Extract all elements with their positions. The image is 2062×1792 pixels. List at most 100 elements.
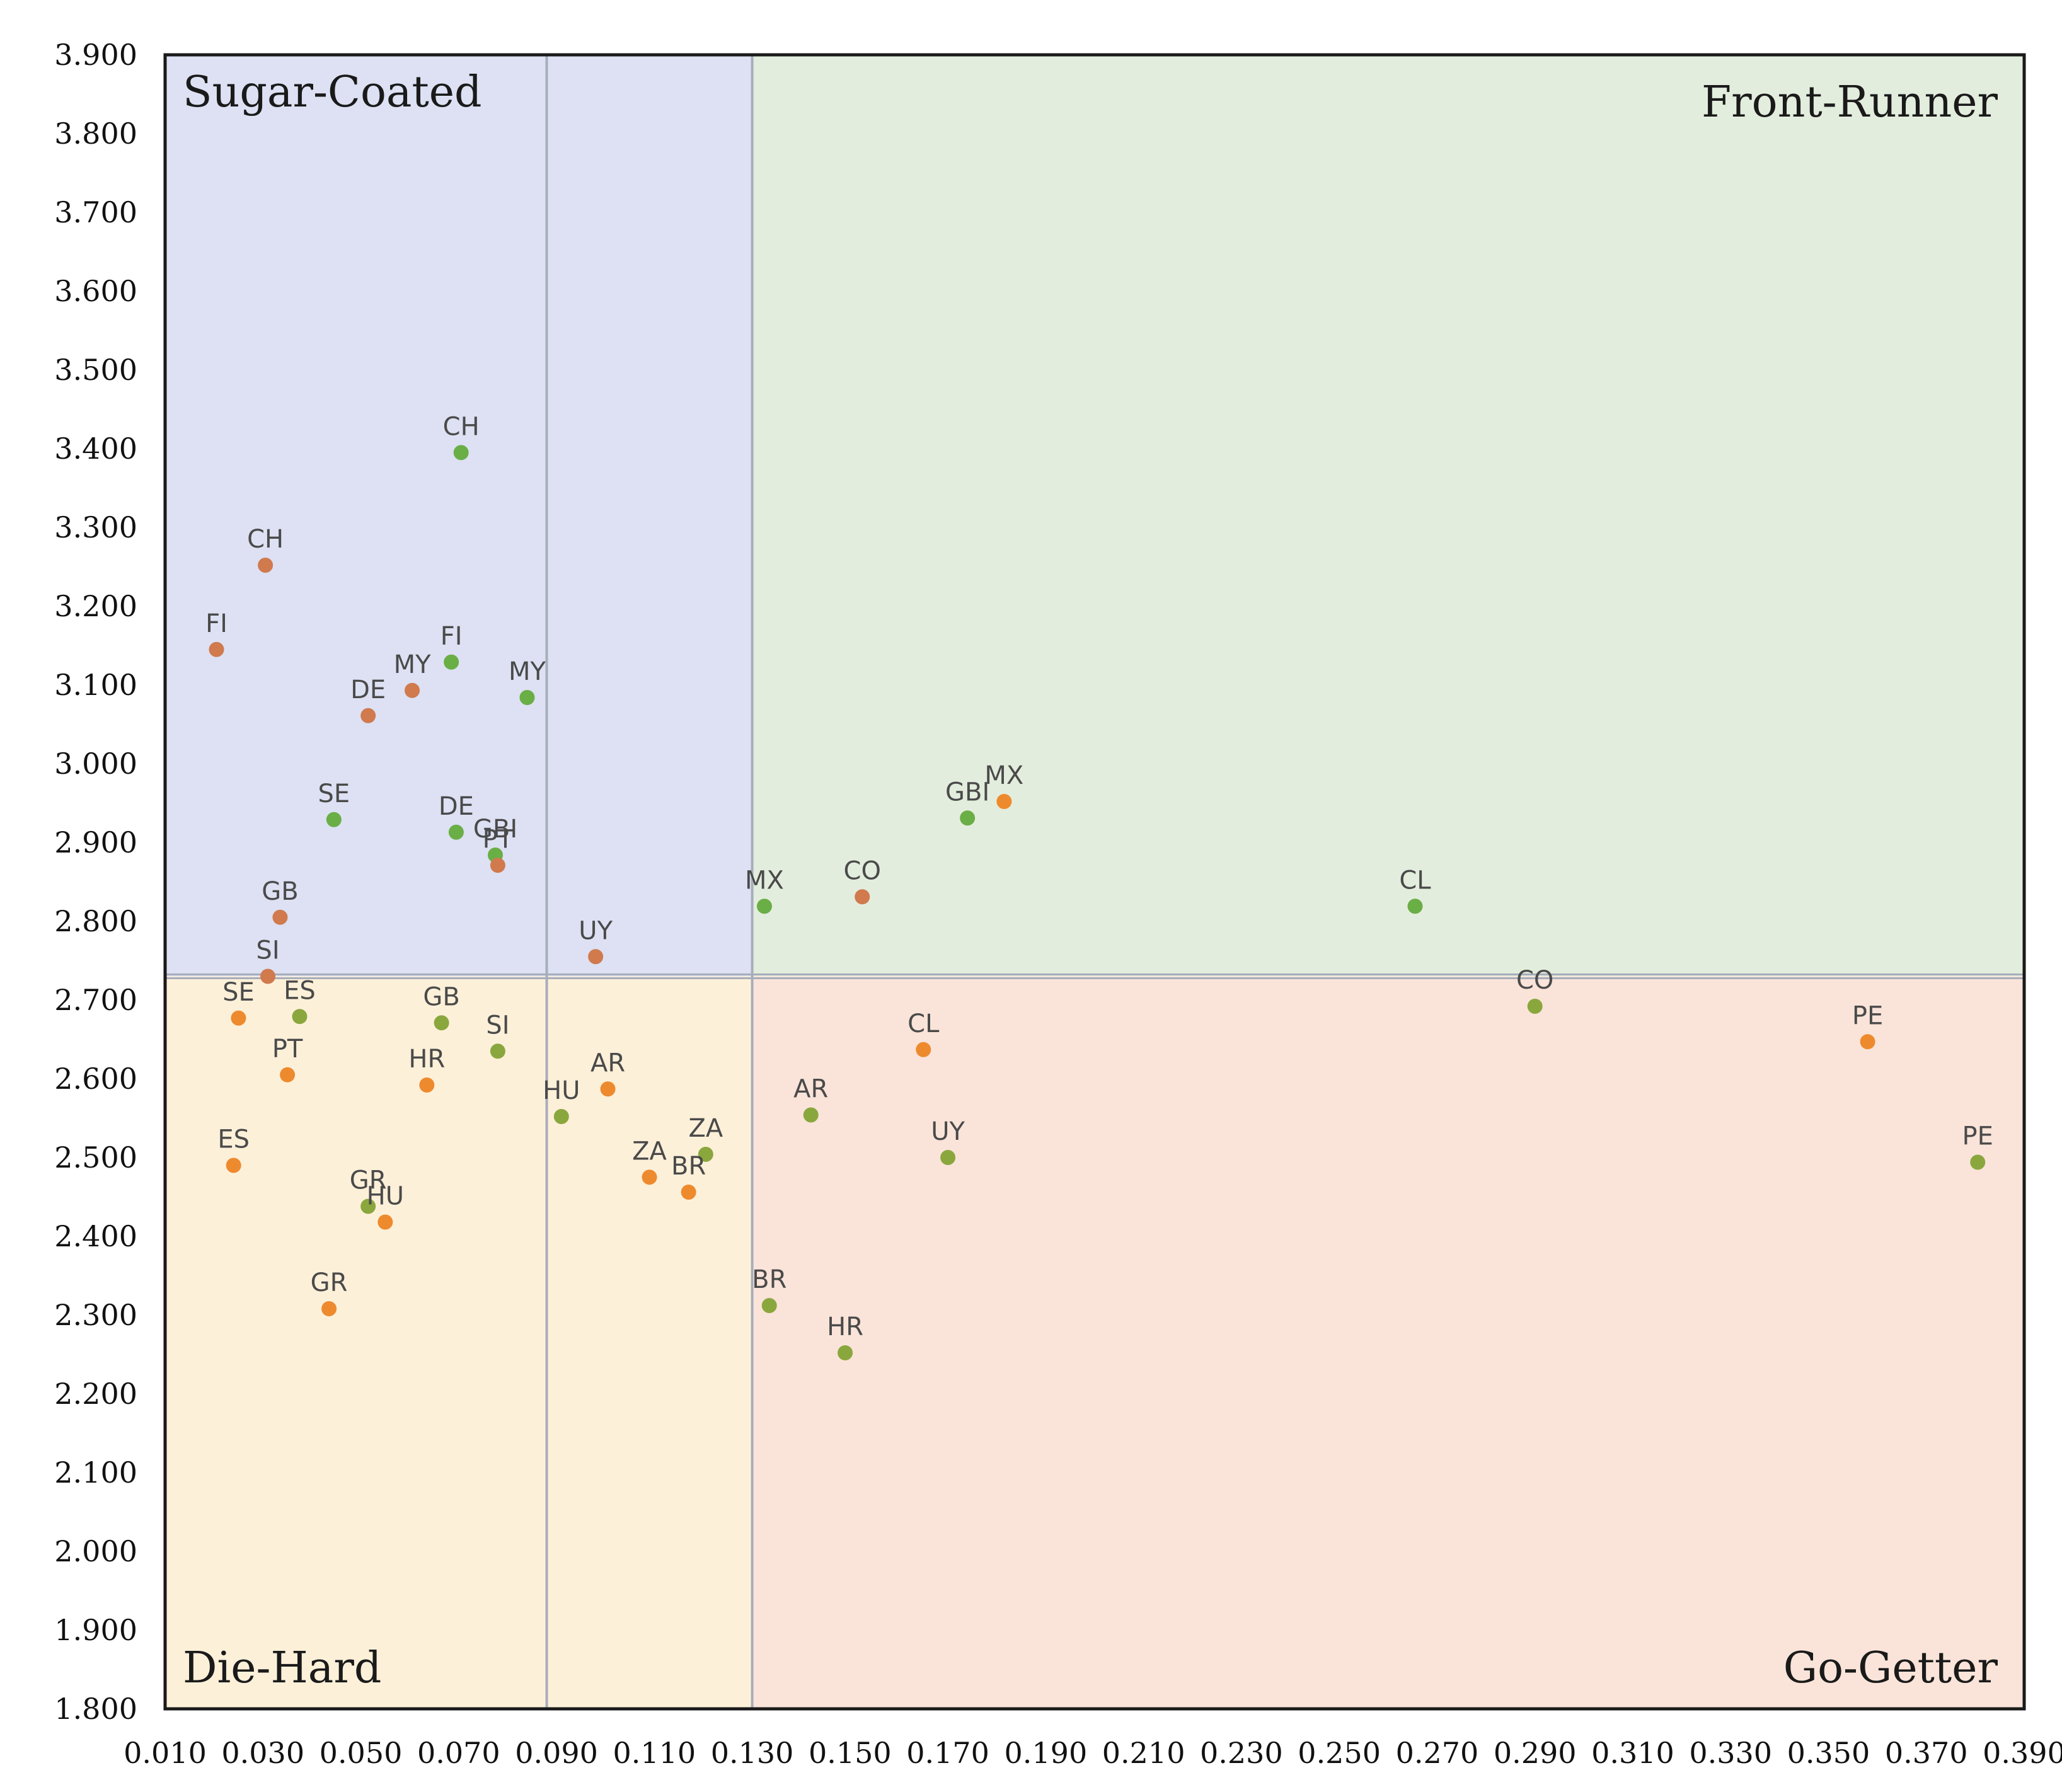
data-point (588, 949, 604, 965)
data-point (1860, 1034, 1875, 1050)
quadrant-label-front-runner: Front-Runner (1702, 78, 1998, 127)
data-point (258, 558, 274, 573)
data-label: SE (318, 779, 350, 808)
y-tick-label: 2.800 (54, 904, 137, 938)
y-tick-label: 2.700 (54, 983, 137, 1017)
data-point (360, 708, 376, 723)
y-tick-label: 2.200 (54, 1377, 137, 1411)
data-point (434, 1015, 449, 1031)
data-point (698, 1147, 713, 1162)
data-point (453, 445, 469, 461)
data-label: HU (543, 1076, 580, 1105)
data-point (490, 1043, 505, 1059)
y-tick-label: 3.300 (54, 510, 137, 544)
data-point (226, 1157, 241, 1173)
data-label: AR (590, 1048, 625, 1077)
y-tick-label: 2.500 (54, 1140, 137, 1175)
x-tick-label: 0.170 (906, 1736, 989, 1770)
data-point (756, 899, 772, 914)
data-label: CH (247, 525, 284, 554)
data-label: MX (984, 761, 1023, 790)
data-label: ES (217, 1125, 250, 1154)
data-point (960, 810, 976, 826)
data-label: MX (745, 866, 784, 895)
x-axis-ticks: 0.010 0.030 0.050 0.070 0.090 0.110 0.130 0.150… (124, 1736, 2062, 1770)
quadrant-labels: Sugar-Coated Front-Runner Die-Hard Go-Gette… (183, 67, 1998, 1693)
data-label: SI (486, 1011, 509, 1040)
y-tick-label: 2.100 (54, 1456, 137, 1490)
data-point (940, 1150, 956, 1165)
data-point (1407, 899, 1423, 914)
x-tick-label: 0.350 (1787, 1736, 1870, 1770)
data-label: GB (423, 982, 459, 1011)
data-point (855, 889, 870, 905)
y-tick-label: 2.400 (54, 1219, 137, 1253)
y-tick-label: 1.800 (54, 1692, 137, 1726)
data-point (600, 1081, 616, 1097)
data-point (803, 1107, 819, 1123)
data-label: SE (222, 978, 255, 1007)
data-point (405, 682, 420, 698)
y-tick-label: 3.400 (54, 432, 137, 466)
data-point (838, 1345, 853, 1360)
quadrant-die-hard (165, 976, 752, 1709)
data-point (292, 1009, 308, 1025)
y-tick-label: 3.200 (54, 589, 137, 623)
data-point (490, 858, 505, 873)
data-label: SI (256, 936, 279, 965)
x-tick-label: 0.270 (1396, 1736, 1479, 1770)
x-tick-label: 0.250 (1298, 1736, 1381, 1770)
y-tick-label: 2.900 (54, 825, 137, 859)
data-point (996, 794, 1012, 809)
data-label: FI (205, 609, 228, 638)
data-label: GBI (473, 815, 517, 844)
y-tick-label: 3.900 (54, 38, 137, 72)
data-point (260, 968, 276, 984)
data-label: ZA (688, 1114, 723, 1143)
data-label: MY (394, 650, 432, 679)
x-tick-label: 0.150 (809, 1736, 892, 1770)
y-tick-label: 3.800 (54, 117, 137, 151)
data-label: GBI (945, 778, 989, 807)
y-tick-label: 1.900 (54, 1613, 137, 1647)
data-point (280, 1067, 296, 1083)
x-tick-label: 0.030 (221, 1736, 304, 1770)
data-point (681, 1185, 696, 1200)
data-label: GR (311, 1268, 348, 1297)
y-tick-label: 3.100 (54, 668, 137, 702)
y-tick-label: 2.600 (54, 1062, 137, 1096)
x-tick-label: 0.070 (417, 1736, 500, 1770)
quadrant-label-go-getter: Go-Getter (1783, 1643, 1998, 1693)
data-label: CO (844, 856, 881, 885)
data-label: HU (367, 1182, 404, 1211)
data-label: GR (350, 1166, 387, 1195)
plot-border (163, 53, 2026, 1711)
x-tick-label: 0.370 (1885, 1736, 1968, 1770)
data-point (321, 1301, 337, 1316)
y-tick-label: 3.600 (54, 274, 137, 308)
quadrant-backgrounds (165, 55, 2024, 1709)
x-tick-label: 0.290 (1494, 1736, 1577, 1770)
data-point (916, 1042, 931, 1057)
data-point (377, 1214, 393, 1230)
quadrant-label-die-hard: Die-Hard (183, 1643, 381, 1693)
y-tick-label: 2.300 (54, 1298, 137, 1332)
data-label: DE (439, 792, 474, 821)
data-label: CL (907, 1009, 940, 1038)
y-tick-label: 3.500 (54, 353, 137, 387)
data-label: UY (931, 1117, 965, 1146)
data-label: DE (350, 675, 386, 704)
data-label: HR (827, 1312, 863, 1341)
data-point (419, 1077, 435, 1093)
data-point (360, 1198, 376, 1214)
x-tick-label: 0.330 (1689, 1736, 1772, 1770)
y-tick-label: 3.700 (54, 195, 137, 229)
data-label: PE (1852, 1001, 1883, 1030)
data-label: PT (272, 1035, 303, 1064)
data-label: CH (443, 412, 480, 441)
data-point (326, 812, 342, 827)
data-label: PE (1962, 1122, 1993, 1151)
data-point (272, 909, 288, 925)
x-tick-label: 0.130 (711, 1736, 794, 1770)
data-label: MY (509, 657, 546, 686)
